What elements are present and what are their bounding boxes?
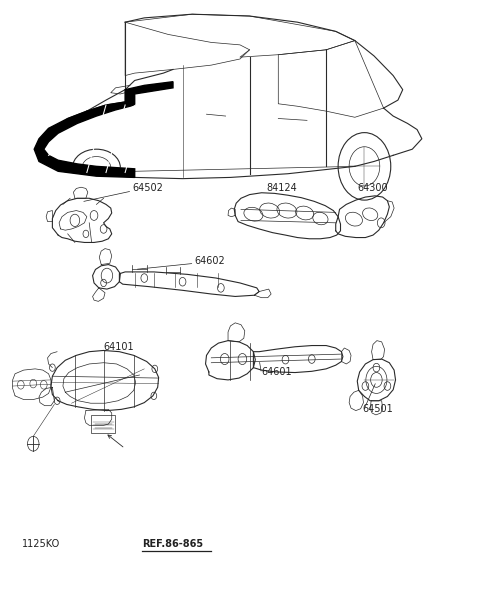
Text: 64501: 64501 — [362, 403, 393, 414]
Text: 64101: 64101 — [104, 343, 134, 352]
Text: 64502: 64502 — [132, 183, 163, 193]
Text: REF.86-865: REF.86-865 — [142, 539, 203, 549]
FancyBboxPatch shape — [91, 415, 115, 434]
Text: 84124: 84124 — [266, 183, 297, 193]
Text: 1125KO: 1125KO — [22, 539, 60, 549]
Text: 64300: 64300 — [357, 183, 388, 193]
Text: 64601: 64601 — [262, 367, 292, 377]
Text: 64602: 64602 — [194, 256, 225, 266]
Polygon shape — [34, 82, 173, 177]
